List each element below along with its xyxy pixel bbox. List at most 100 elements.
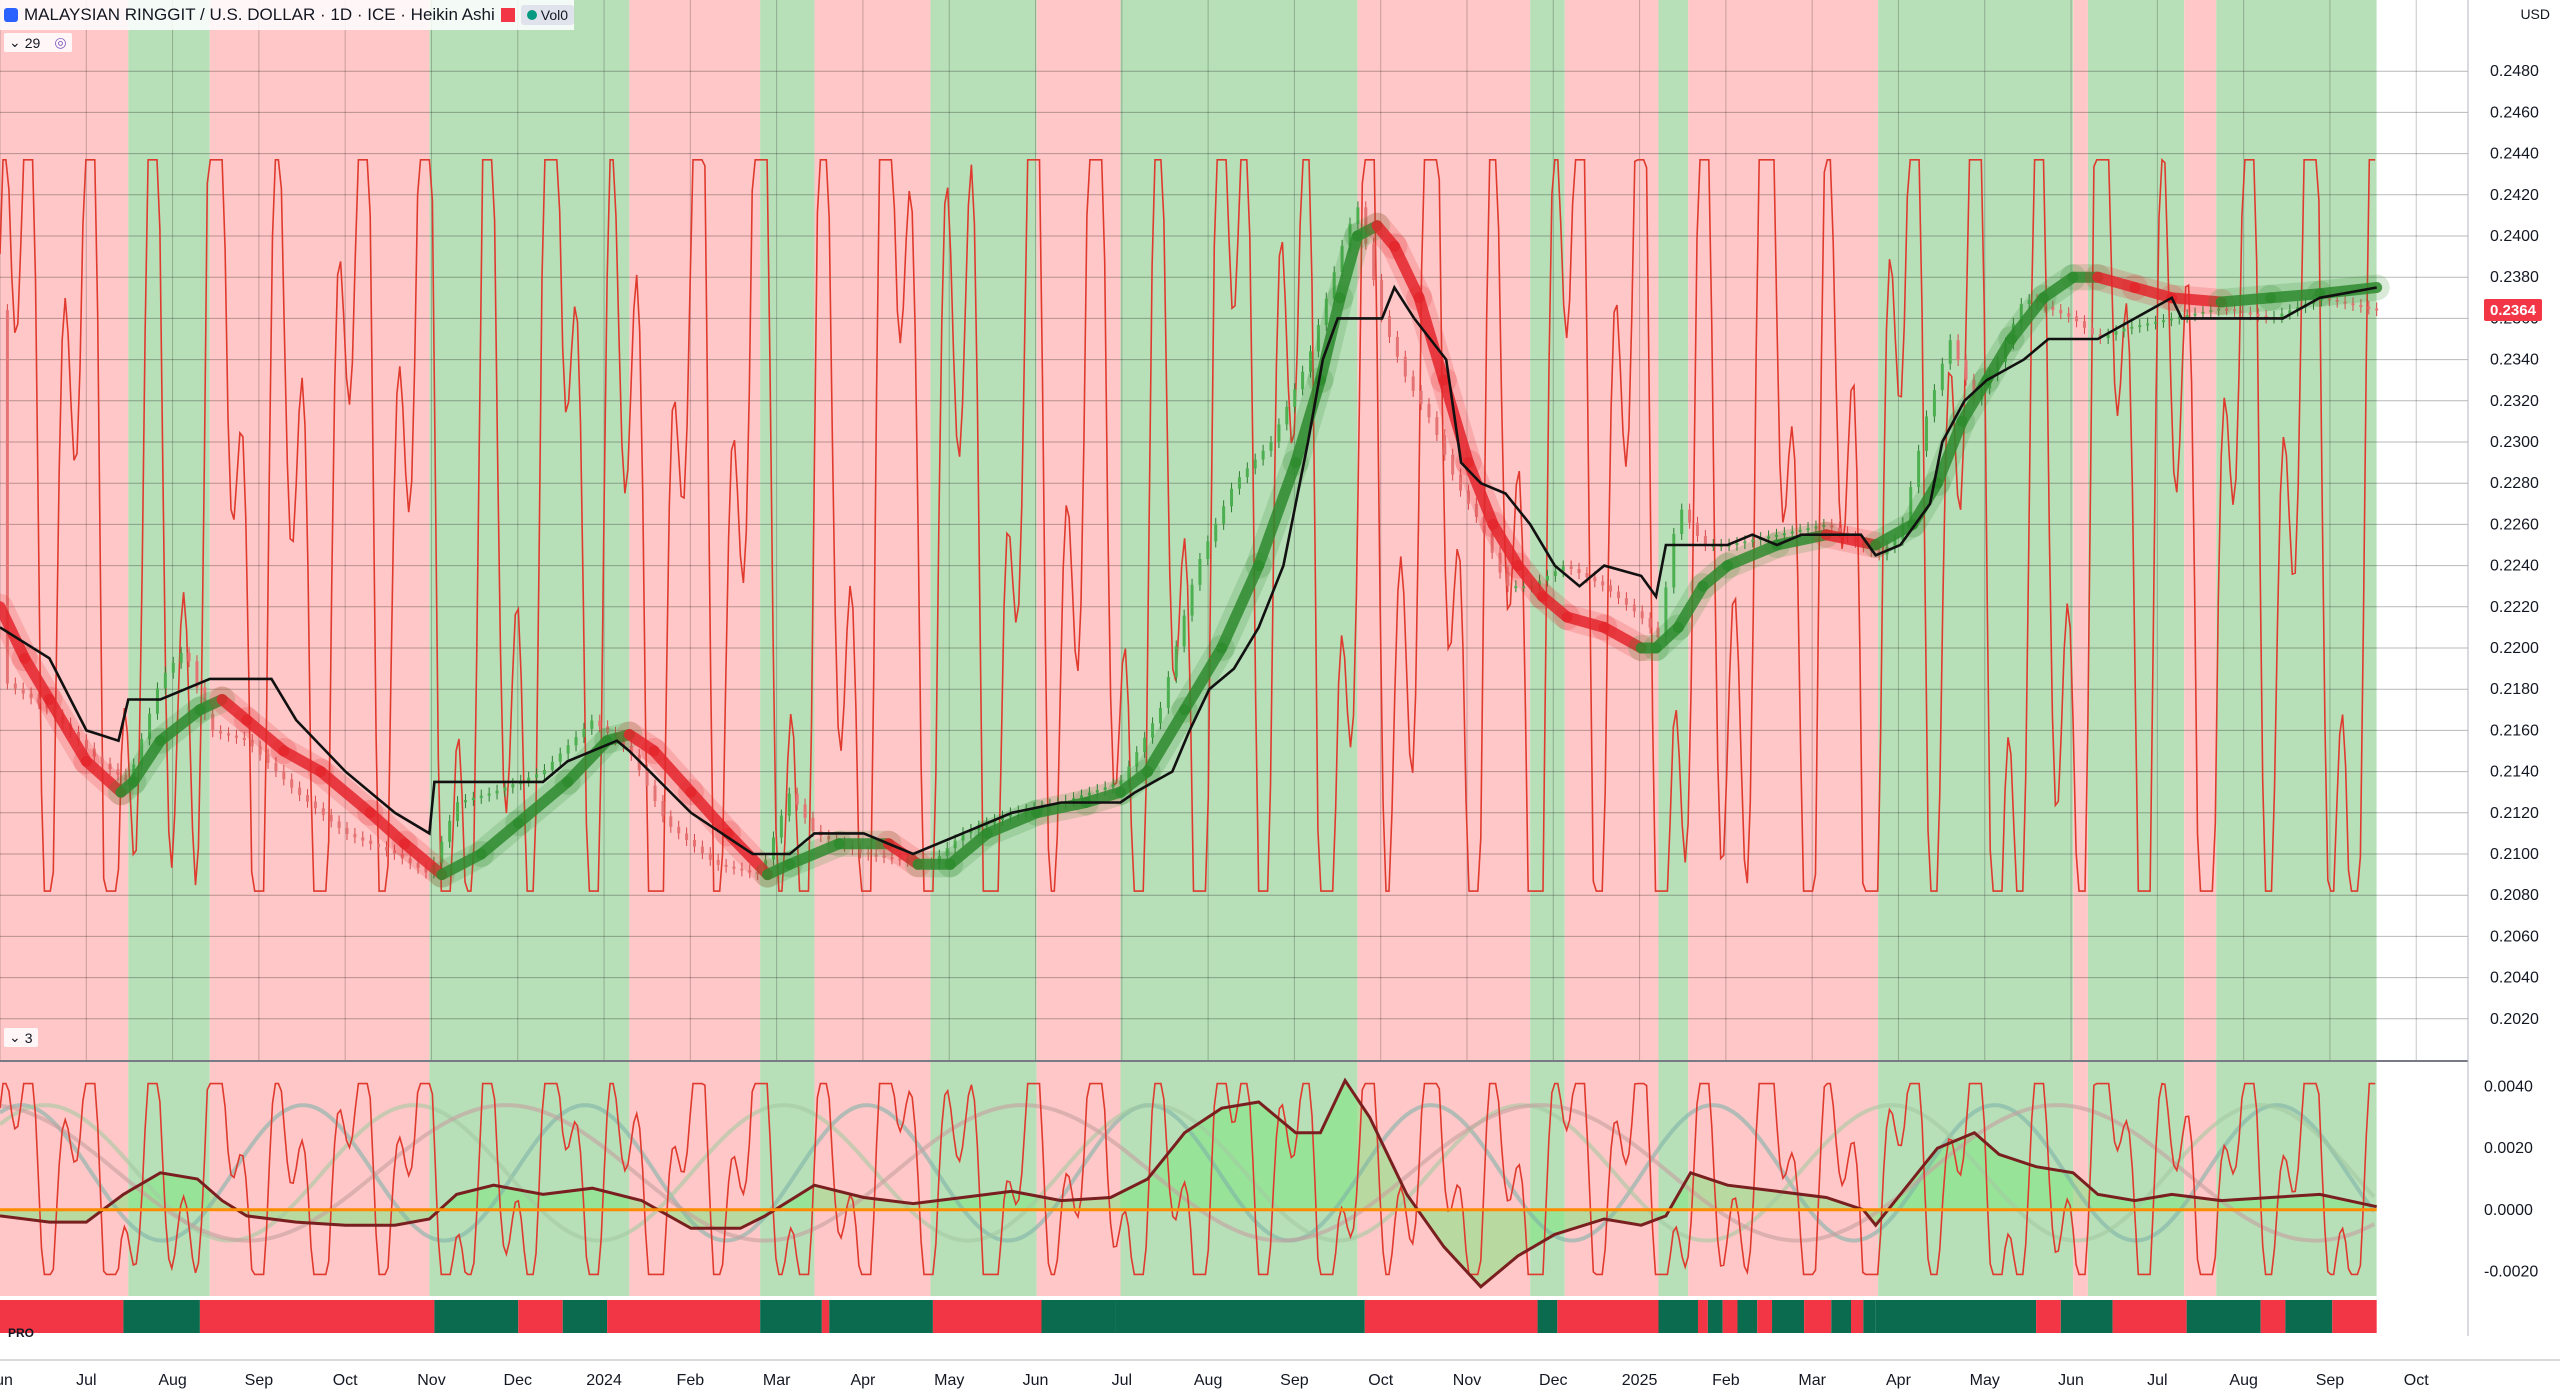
candle-body <box>890 857 894 860</box>
trend-ma-segment <box>2092 271 2141 293</box>
candle-body <box>1087 792 1091 796</box>
price-tick-label: 0.2400 <box>2490 228 2539 245</box>
candle-body <box>1230 488 1234 507</box>
candle-body <box>1356 207 1360 224</box>
candle-body <box>661 800 665 817</box>
candle-body <box>558 753 562 762</box>
candle-body <box>1403 356 1407 377</box>
trend-ma-segment <box>1956 374 1993 427</box>
oscillator-pane <box>0 1077 2378 1289</box>
candle-body <box>1119 780 1123 785</box>
indicator-count: 29 <box>24 34 41 51</box>
candle-body <box>1822 524 1826 527</box>
time-tick-label: Apr <box>1886 1372 1912 1389</box>
candle-body <box>1435 417 1439 435</box>
candle-body <box>1387 316 1391 337</box>
candle-body <box>408 858 412 864</box>
time-tick-label: Feb <box>1712 1372 1740 1389</box>
trend-ma-segment <box>722 827 774 881</box>
regime-strip-segment <box>932 1300 1042 1333</box>
price-tick-label: 0.2200 <box>2490 640 2539 657</box>
osc-tick-label: 0.0040 <box>2484 1079 2533 1096</box>
trend-ma-segment <box>2215 292 2277 308</box>
candle-body <box>1151 723 1155 738</box>
candle-body <box>108 763 112 770</box>
flag-icon[interactable] <box>500 8 515 22</box>
trend-ma-segment <box>0 601 31 664</box>
candle-body <box>1340 245 1344 273</box>
candle-body <box>258 746 262 755</box>
candle-body <box>1932 390 1936 417</box>
candle-body <box>471 797 475 801</box>
candle-body <box>1672 533 1676 588</box>
candle-body <box>1617 591 1621 599</box>
time-tick-label: Sep <box>1280 1372 1309 1389</box>
symbol-header[interactable]: MALAYSIAN RINGGIT / U.S. DOLLAR · 1D · I… <box>0 0 575 30</box>
trend-ma-segment <box>1722 539 1783 572</box>
settings-circle-icon[interactable]: ◎ <box>54 34 67 50</box>
regime-strip-segment <box>562 1300 608 1333</box>
last-price-badge: 0.2364 <box>2484 299 2542 321</box>
regime-strip-segment <box>1737 1300 1758 1333</box>
volume-legend[interactable]: Vol0 <box>520 5 575 25</box>
time-tick-label: May <box>934 1372 964 1389</box>
trend-ma-segment <box>1672 580 1709 633</box>
candle-body <box>692 839 696 847</box>
candle-body <box>882 855 886 858</box>
price-axis[interactable]: 0.2480 0.2460 0.2440 0.2420 0.2400 0.2380 0.23… <box>2467 0 2560 1336</box>
time-tick-label: Aug <box>1194 1372 1222 1389</box>
candle-body <box>1814 526 1818 529</box>
candle-body <box>1332 272 1336 299</box>
symbol-title[interactable]: MALAYSIAN RINGGIT / U.S. DOLLAR · 1D · I… <box>24 5 495 24</box>
price-tick-label: 0.2440 <box>2490 146 2539 163</box>
regime-strip-segment <box>1863 1300 1876 1333</box>
regime-band-bear <box>209 0 430 1296</box>
candle-body <box>1166 677 1170 708</box>
candle-body <box>1553 571 1557 576</box>
regime-strip-segment <box>1537 1300 1558 1333</box>
candle-body <box>1695 522 1699 536</box>
candle-body <box>1427 404 1431 418</box>
regime-strip-segment <box>607 1300 761 1333</box>
regime-strip-segment <box>518 1300 563 1333</box>
indicator-toggle-pane1[interactable]: ⌄ 29 ◎ <box>4 33 72 52</box>
regime-strip-segment <box>1757 1300 1773 1333</box>
candle-body <box>1214 523 1218 542</box>
trend-ma-segment <box>2038 271 2079 304</box>
trend-ma-segment <box>1981 333 2017 386</box>
trend-ma-segment <box>1771 529 1832 551</box>
candle-body <box>2027 300 2031 304</box>
candle-body <box>1419 390 1423 405</box>
candle-body <box>195 661 199 688</box>
momentum-line <box>0 1077 2378 1289</box>
candle-body <box>440 841 444 863</box>
regime-strip-segment <box>821 1300 830 1333</box>
candle-body <box>1925 416 1929 451</box>
regime-strip-segment <box>199 1300 435 1333</box>
candle-body <box>1735 543 1739 546</box>
regime-strip-segment <box>1707 1300 1723 1333</box>
candle-body <box>1411 376 1415 391</box>
candle-body <box>2161 320 2165 323</box>
candle-body <box>1664 587 1668 638</box>
candle-body <box>1301 371 1305 390</box>
time-tick-label: Jul <box>2147 1372 2167 1389</box>
trend-ma-segment <box>1253 457 1302 572</box>
price-tick-label: 0.2260 <box>2490 516 2539 533</box>
candle-body <box>2201 311 2205 314</box>
indicator-toggle-pane2[interactable]: ⌄ 3 <box>4 1028 38 1047</box>
candle-body <box>2351 303 2355 306</box>
candle-body <box>148 713 152 740</box>
logo-badge: PRO <box>8 1326 35 1340</box>
time-tick-label: Mar <box>763 1372 791 1389</box>
regime-strip-segment <box>2060 1300 2113 1333</box>
time-tick-label: Dec <box>1539 1372 1567 1389</box>
trend-ma-segment <box>1388 240 1425 304</box>
candle-body <box>1506 572 1510 587</box>
trend-ma-segment <box>1931 415 1968 489</box>
regime-strip-segment <box>2285 1300 2333 1333</box>
price-tick-label: 0.2420 <box>2490 187 2539 204</box>
time-axis[interactable]: Jun Jul Aug Sep Oct Nov Dec 2024 Feb Mar Apr May Jun… <box>0 1336 2560 1398</box>
currency-label[interactable]: USD <box>2520 6 2550 22</box>
